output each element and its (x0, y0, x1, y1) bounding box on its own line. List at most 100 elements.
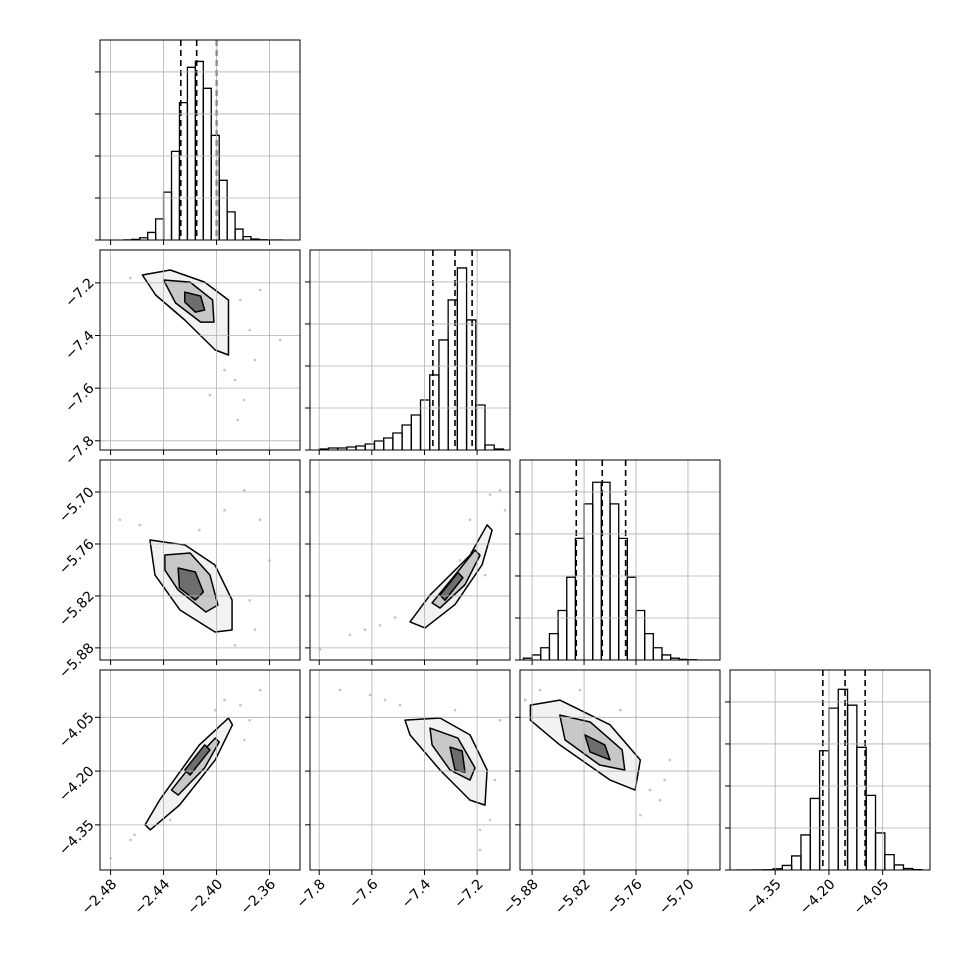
panel: −2.48−2.44−2.40−2.36−4.35−4.20−4.05 (56, 670, 300, 918)
histogram-bin (393, 433, 402, 450)
panel: −4.35 −4.20 −4.05 (725, 670, 930, 918)
histogram-bin (801, 835, 810, 870)
y-tick-label: −7.8 (62, 433, 97, 468)
sample-point (119, 518, 122, 521)
sample-point (479, 849, 482, 852)
sample-point (539, 689, 542, 692)
histogram-bin (894, 865, 903, 870)
panel (95, 40, 300, 245)
sample-point (469, 518, 472, 521)
panel (305, 460, 510, 665)
y-tick-label: −5.88 (56, 640, 98, 682)
histogram-bin (203, 88, 211, 240)
panel (515, 460, 720, 665)
sample-point (659, 799, 662, 802)
histogram-bin (219, 180, 227, 240)
y-tick-label: −4.35 (56, 817, 98, 859)
sample-point (129, 277, 132, 280)
histogram-bin (820, 751, 829, 870)
histogram-bin (448, 300, 457, 450)
sample-point (364, 628, 367, 631)
panel-frame (520, 460, 720, 660)
histogram-bin (645, 634, 654, 660)
sample-point (243, 399, 246, 402)
x-tick-label: −7.2 (451, 876, 486, 911)
sample-point (339, 689, 342, 692)
panel (305, 250, 510, 455)
histogram-bin (610, 504, 619, 660)
x-tick-label: −4.35 (743, 876, 785, 918)
sample-point (279, 339, 282, 342)
x-tick-label: −5.76 (604, 876, 646, 918)
sample-point (399, 704, 402, 707)
histogram-bin (885, 855, 894, 870)
sample-point (234, 379, 237, 382)
histogram-bin (467, 320, 476, 450)
sample-point (243, 739, 246, 742)
plot-area (523, 460, 696, 660)
x-tick-label: −4.20 (797, 876, 839, 918)
histogram-bin (541, 648, 550, 660)
sample-point (639, 814, 642, 817)
histogram-bin (782, 865, 791, 870)
histogram-bin (365, 444, 374, 450)
sample-point (223, 509, 226, 512)
panel-frame (310, 250, 510, 450)
histogram-bin (164, 192, 172, 240)
y-tick-label: −7.2 (62, 275, 97, 310)
sample-point (578, 689, 581, 692)
sample-point (259, 689, 262, 692)
histogram-bin (485, 445, 494, 450)
plot-area (129, 270, 281, 421)
sample-point (138, 524, 141, 527)
x-tick-label: −5.88 (500, 876, 542, 918)
histogram-bin (356, 446, 365, 450)
histogram-bin (838, 689, 847, 870)
histogram-bin (866, 795, 875, 870)
sample-point (379, 624, 382, 627)
histogram-bin (439, 340, 448, 450)
x-tick-label: −7.6 (346, 876, 381, 911)
sample-point (259, 518, 262, 521)
histogram-bin (156, 219, 164, 240)
sample-point (349, 634, 352, 637)
histogram-bin (532, 655, 541, 660)
sample-point (479, 829, 482, 832)
sample-point (133, 834, 136, 837)
histogram-bin (810, 798, 819, 870)
panel: −7.8−7.6−7.4−7.2 (294, 670, 510, 912)
sample-point (259, 289, 262, 292)
plot-area (319, 489, 507, 651)
plot-area (524, 689, 671, 817)
sample-point (484, 574, 487, 577)
y-tick-label: −5.76 (56, 536, 98, 578)
sample-point (234, 644, 237, 647)
sample-point (494, 779, 497, 782)
plot-area (124, 40, 283, 240)
sample-point (619, 709, 622, 712)
histogram-bin (653, 648, 662, 660)
sample-point (459, 559, 462, 562)
sample-point (129, 839, 132, 842)
x-tick-label: −4.05 (851, 876, 893, 918)
sample-point (239, 299, 242, 302)
sample-point (209, 394, 212, 397)
sample-point (489, 493, 492, 496)
histogram-bin (792, 856, 801, 870)
histogram-bin (829, 708, 838, 870)
y-tick-label: −7.6 (62, 380, 97, 415)
sample-point (254, 359, 257, 362)
panel-frame (730, 670, 930, 870)
y-tick-label: −4.20 (56, 763, 98, 805)
sample-point (243, 489, 246, 492)
panel: −5.88−5.82−5.76−5.70 (56, 460, 300, 682)
sample-point (454, 709, 457, 712)
sample-point (663, 779, 666, 782)
histogram-bin (235, 229, 243, 240)
histogram-bin (211, 135, 219, 240)
contour (410, 525, 492, 628)
histogram-bin (374, 441, 383, 450)
sample-point (239, 704, 242, 707)
histogram-bin (430, 375, 439, 450)
histogram-bin (593, 482, 602, 660)
